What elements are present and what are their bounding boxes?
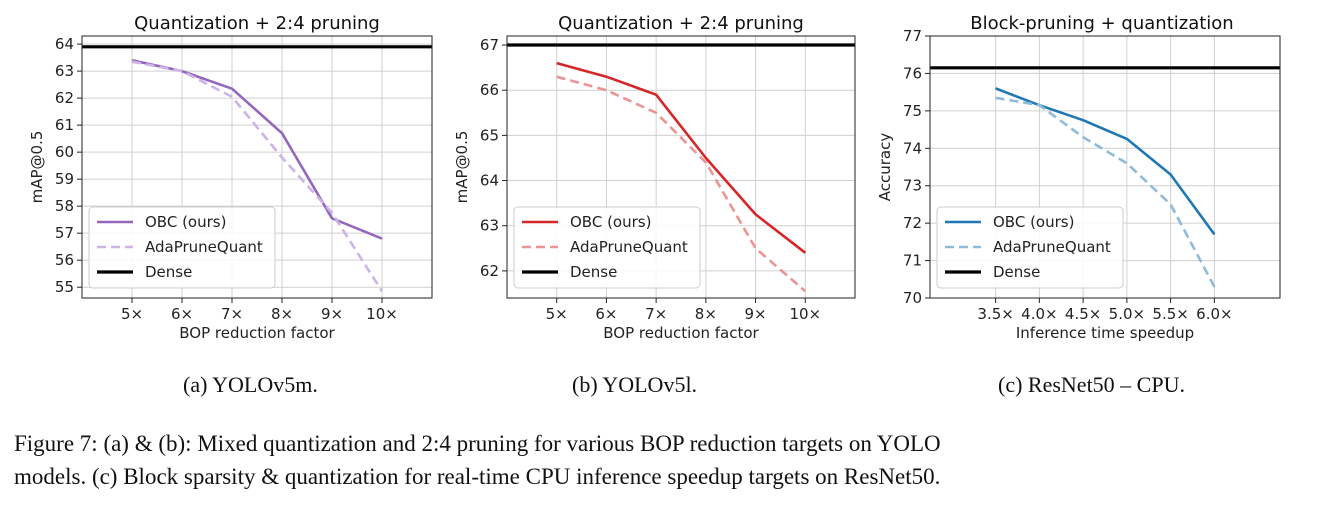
legend: OBC (ours) AdaPruneQuant Dense	[513, 206, 701, 289]
y-tick-label: 59	[55, 170, 74, 188]
series-line-adaprunequant	[556, 75, 807, 293]
series-line-obc-ours	[556, 61, 807, 254]
y-tick-label: 57	[55, 224, 74, 242]
y-tick-label: 72	[903, 214, 922, 232]
subcaption-c: (c) ResNet50 – CPU.	[998, 372, 1185, 397]
y-tick-label: 61	[55, 116, 74, 134]
legend-label: AdaPruneQuant	[145, 238, 263, 256]
y-tick-label: 74	[903, 139, 922, 157]
y-tick-label: 73	[903, 177, 922, 195]
x-tick-label: 6.0×	[1196, 305, 1232, 323]
legend: OBC (ours) AdaPruneQuant Dense	[936, 206, 1124, 289]
subcaption-b: (b) YOLOv5l.	[572, 372, 698, 397]
y-tick-label: 62	[480, 262, 499, 280]
y-tick-label: 75	[903, 102, 922, 120]
x-tick-label: 5.0×	[1109, 305, 1145, 323]
legend-box	[88, 206, 276, 289]
y-tick-label: 63	[55, 62, 74, 80]
axes-frame	[81, 35, 433, 299]
chart-title: Quantization + 2:4 pruning	[134, 13, 380, 34]
y-tick-label: 56	[55, 251, 74, 269]
legend: OBC (ours) AdaPruneQuant Dense	[88, 206, 276, 289]
chart-title: Quantization + 2:4 pruning	[558, 13, 804, 34]
x-tick-label: 4.0×	[1021, 305, 1057, 323]
x-tick-label: 7×	[645, 305, 667, 323]
y-tick-label: 60	[55, 143, 74, 161]
y-tick-label: 55	[55, 278, 74, 296]
y-tick-label: 67	[480, 36, 499, 54]
y-tick-label: 64	[480, 172, 499, 190]
x-axis-label: BOP reduction factor	[179, 324, 335, 342]
figure-panels: 5× 6× 7× 8× 9× 10× 55 56 57 58 59 60 61 62 63 64 Quantiz…	[28, 13, 1281, 342]
x-tick-label: 4.5×	[1065, 305, 1101, 323]
chart-c: 3.5× 4.0× 4.5× 5.0× 5.5× 6.0× 70 71 72 73 74 75 76 77…	[876, 13, 1281, 342]
legend-label: Dense	[145, 263, 192, 281]
series-line-adaprunequant	[995, 96, 1216, 288]
y-tick-label: 62	[55, 89, 74, 107]
x-tick-label: 10×	[789, 305, 821, 323]
chart-b: 5× 6× 7× 8× 9× 10× 62 63 64 65 66 67 Quantization + …	[453, 13, 856, 342]
y-tick-label: 65	[480, 126, 499, 144]
y-axis-label: Accuracy	[876, 133, 894, 202]
y-tick-label: 76	[903, 64, 922, 82]
x-tick-label: 6×	[595, 305, 617, 323]
y-tick-label: 70	[903, 289, 922, 307]
x-tick-label: 9×	[745, 305, 767, 323]
legend-box	[513, 206, 701, 289]
x-tick-label: 7×	[221, 305, 243, 323]
legend-label: OBC (ours)	[570, 213, 651, 231]
chart-title: Block-pruning + quantization	[970, 13, 1233, 34]
caption-line-1: Figure 7: (a) & (b): Mixed quantization …	[14, 431, 941, 456]
x-tick-label: 10×	[366, 305, 398, 323]
x-tick-label: 3.5×	[977, 305, 1013, 323]
legend-label: OBC (ours)	[145, 213, 226, 231]
y-axis-label: mAP@0.5	[28, 131, 46, 204]
legend-label: Dense	[993, 263, 1040, 281]
chart-a: 5× 6× 7× 8× 9× 10× 55 56 57 58 59 60 61 62 63 64 Quantiz…	[28, 13, 433, 342]
subcaption-a: (a) YOLOv5m.	[183, 372, 318, 397]
y-tick-label: 63	[480, 217, 499, 235]
y-tick-label: 77	[903, 27, 922, 45]
y-tick-label: 64	[55, 35, 74, 53]
legend-label: AdaPruneQuant	[993, 238, 1111, 256]
y-axis-label: mAP@0.5	[453, 131, 471, 204]
figure-caption: Figure 7: (a) & (b): Mixed quantization …	[14, 427, 1324, 493]
x-tick-label: 8×	[695, 305, 717, 323]
x-axis-label: Inference time speedup	[1016, 324, 1194, 342]
x-tick-label: 8×	[271, 305, 293, 323]
x-axis-label: BOP reduction factor	[603, 324, 759, 342]
x-tick-label: 6×	[171, 305, 193, 323]
x-tick-label: 5×	[546, 305, 568, 323]
y-tick-label: 58	[55, 197, 74, 215]
y-tick-label: 66	[480, 81, 499, 99]
legend-box	[936, 206, 1124, 289]
x-tick-label: 9×	[321, 305, 343, 323]
x-tick-label: 5.5×	[1152, 305, 1188, 323]
series-line-adaprunequant	[131, 60, 384, 292]
series-line-obc-ours	[995, 87, 1216, 236]
caption-line-2: models. (c) Block sparsity & quantizatio…	[14, 464, 941, 489]
x-tick-label: 5×	[121, 305, 143, 323]
y-tick-label: 71	[903, 252, 922, 270]
axes-frame	[929, 35, 1281, 299]
axes-frame	[506, 35, 856, 299]
legend-label: Dense	[570, 263, 617, 281]
legend-label: OBC (ours)	[993, 213, 1074, 231]
legend-label: AdaPruneQuant	[570, 238, 688, 256]
